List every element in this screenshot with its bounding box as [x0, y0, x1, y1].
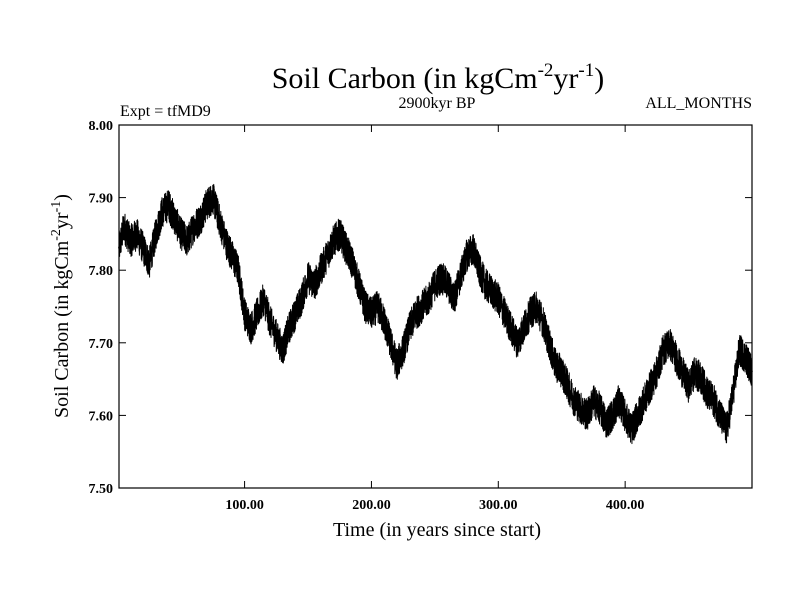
y-axis: 7.50 7.60 7.70 7.80 7.90 8.00: [89, 119, 752, 497]
plot-frame: [118, 124, 753, 489]
series-line-noise: [118, 183, 753, 445]
chart-title: Soil Carbon (in kgCm-2yr-1): [272, 60, 605, 95]
series-group: [118, 183, 753, 445]
y-tick-label: 7.50: [89, 482, 114, 497]
y-tick-label: 7.70: [89, 337, 114, 352]
x-tick-label: 400.00: [606, 498, 645, 513]
y-tick-label: 7.80: [89, 264, 114, 279]
x-tick-label: 200.00: [352, 498, 391, 513]
series-line: [118, 195, 753, 434]
x-tick-label: 100.00: [225, 498, 264, 513]
y-axis-label: Soil Carbon (in kgCm-2yr-1): [49, 194, 73, 418]
x-axis-label: Time (in years since start): [333, 519, 541, 541]
months-label: ALL_MONTHS: [645, 95, 752, 112]
x-tick-label: 300.00: [479, 498, 518, 513]
y-tick-label: 7.90: [89, 192, 114, 207]
period-label: 2900kyr BP: [399, 95, 476, 112]
y-tick-label: 7.60: [89, 409, 114, 424]
x-axis: 100.00 200.00 300.00 400.00: [225, 125, 644, 513]
y-tick-label: 8.00: [89, 119, 114, 134]
experiment-label: Expt = tfMD9: [120, 103, 211, 120]
